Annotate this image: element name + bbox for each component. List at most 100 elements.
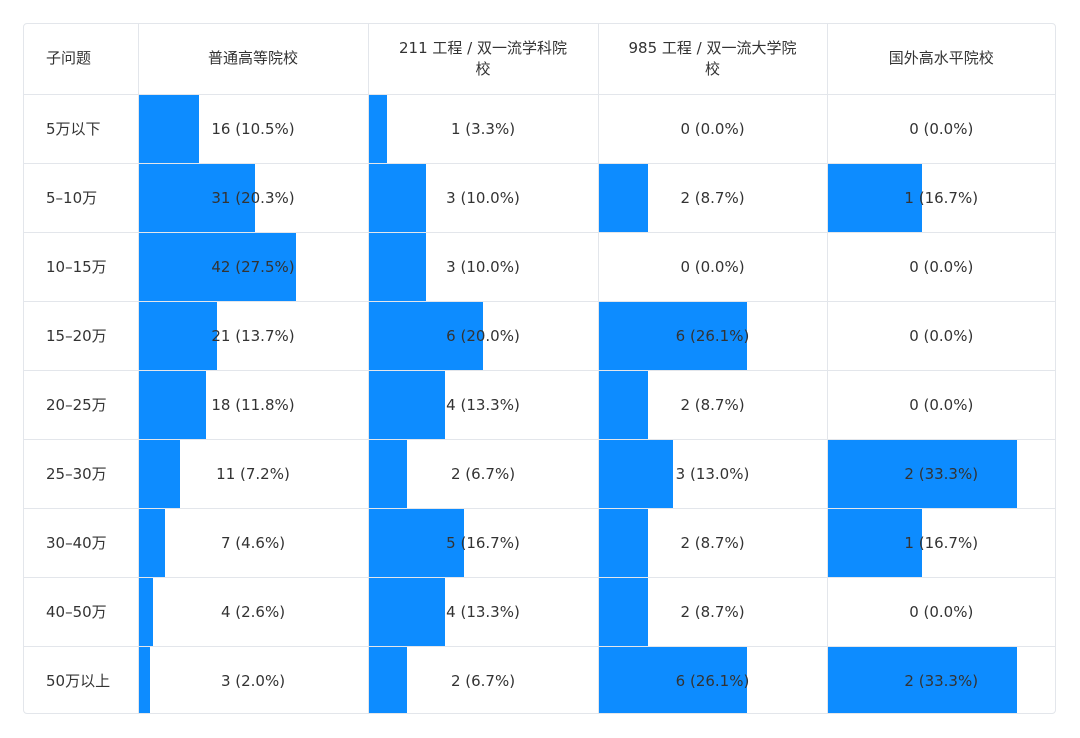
table-cell: 6 (20.0%) — [368, 301, 599, 371]
row-label: 40–50万 — [24, 577, 139, 647]
percent-bar — [138, 646, 150, 713]
percent-bar — [138, 163, 255, 232]
crosstab-table-card: 子问题 普通高等院校 211 工程 / 双一流学科院校 985 工程 / 双一流… — [23, 23, 1056, 714]
cell-value: 2 (33.3%) — [904, 671, 979, 690]
table-row: 20–25万 18 (11.8%) 4 (13.3%) 2 (8.7%) 0 (0.0%… — [24, 370, 1055, 440]
percent-bar — [598, 301, 748, 370]
table-row: 5万以下 16 (10.5%) 1 (3.3%) 0 (0.0%) 0 (0.0%) — [24, 94, 1055, 164]
percent-bar — [138, 508, 165, 577]
table-row: 40–50万 4 (2.6%) 4 (13.3%) 2 (8.7%) 0 (0.0%) — [24, 577, 1055, 647]
table-cell: 42 (27.5%) — [138, 232, 369, 302]
percent-bar — [138, 439, 180, 508]
percent-bar — [138, 232, 296, 301]
table-cell: 11 (7.2%) — [138, 439, 369, 509]
table-header: 子问题 普通高等院校 211 工程 / 双一流学科院校 985 工程 / 双一流… — [24, 24, 1055, 95]
table-cell: 2 (8.7%) — [598, 577, 828, 647]
cell-value: 7 (4.6%) — [220, 533, 286, 552]
crosstab-table: 子问题 普通高等院校 211 工程 / 双一流学科院校 985 工程 / 双一流… — [24, 24, 1055, 713]
table-cell: 0 (0.0%) — [598, 232, 828, 302]
table-cell: 0 (0.0%) — [598, 94, 828, 164]
table-cell: 0 (0.0%) — [827, 577, 1055, 647]
row-label: 20–25万 — [24, 370, 139, 440]
cell-value: 3 (10.0%) — [446, 257, 520, 276]
table-cell: 2 (6.7%) — [368, 646, 599, 713]
cell-value: 3 (13.0%) — [675, 464, 750, 483]
table-cell: 31 (20.3%) — [138, 163, 369, 233]
table-row: 25–30万 11 (7.2%) 2 (6.7%) 3 (13.0%) 2 (33.3%… — [24, 439, 1055, 509]
row-header-label: 子问题 — [24, 24, 139, 95]
percent-bar — [138, 370, 207, 439]
percent-bar — [138, 301, 217, 370]
table-cell: 3 (10.0%) — [368, 232, 599, 302]
table-row: 5–10万 31 (20.3%) 3 (10.0%) 2 (8.7%) 1 (16.7%… — [24, 163, 1055, 233]
cell-value: 2 (8.7%) — [680, 188, 745, 207]
table-cell: 2 (8.7%) — [598, 163, 828, 233]
cell-value: 6 (26.1%) — [675, 671, 750, 690]
row-label: 15–20万 — [24, 301, 139, 371]
table-row: 50万以上 3 (2.0%) 2 (6.7%) 6 (26.1%) 2 (33.3%) — [24, 646, 1055, 713]
cell-value: 31 (20.3%) — [211, 188, 295, 207]
cell-value: 4 (2.6%) — [220, 602, 286, 621]
percent-bar — [368, 646, 407, 713]
row-label: 10–15万 — [24, 232, 139, 302]
cell-value: 1 (16.7%) — [904, 188, 979, 207]
percent-bar — [827, 439, 1017, 508]
table-cell: 2 (6.7%) — [368, 439, 599, 509]
column-header: 211 工程 / 双一流学科院校 — [368, 24, 599, 95]
row-label: 25–30万 — [24, 439, 139, 509]
cell-value: 0 (0.0%) — [909, 395, 974, 414]
cell-value: 16 (10.5%) — [211, 119, 295, 138]
table-cell: 21 (13.7%) — [138, 301, 369, 371]
cell-value: 0 (0.0%) — [909, 257, 974, 276]
table-cell: 1 (16.7%) — [827, 508, 1055, 578]
table-body: 5万以下 16 (10.5%) 1 (3.3%) 0 (0.0%) 0 (0.0%) 5–… — [24, 94, 1055, 713]
cell-value: 3 (2.0%) — [220, 671, 286, 690]
column-header: 普通高等院校 — [138, 24, 369, 95]
percent-bar — [368, 370, 445, 439]
percent-bar — [598, 439, 673, 508]
row-label: 5万以下 — [24, 94, 139, 164]
table-cell: 7 (4.6%) — [138, 508, 369, 578]
cell-value: 11 (7.2%) — [216, 464, 290, 483]
table-cell: 5 (16.7%) — [368, 508, 599, 578]
percent-bar — [368, 508, 465, 577]
row-label: 5–10万 — [24, 163, 139, 233]
percent-bar — [138, 577, 154, 646]
cell-value: 2 (8.7%) — [680, 602, 745, 621]
table-cell: 3 (2.0%) — [138, 646, 369, 713]
percent-bar — [598, 508, 649, 577]
percent-bar — [598, 646, 748, 713]
table-cell: 4 (13.3%) — [368, 577, 599, 647]
table-cell: 6 (26.1%) — [598, 301, 828, 371]
table-cell: 0 (0.0%) — [827, 94, 1055, 164]
table-cell: 4 (13.3%) — [368, 370, 599, 440]
row-label: 50万以上 — [24, 646, 139, 713]
cell-value: 2 (8.7%) — [680, 395, 745, 414]
percent-bar — [368, 577, 445, 646]
cell-value: 18 (11.8%) — [211, 395, 295, 414]
cell-value: 0 (0.0%) — [909, 602, 974, 621]
cell-value: 4 (13.3%) — [446, 395, 520, 414]
percent-bar — [368, 232, 426, 301]
cell-value: 0 (0.0%) — [680, 257, 745, 276]
table-cell: 6 (26.1%) — [598, 646, 828, 713]
cell-value: 1 (16.7%) — [904, 533, 979, 552]
percent-bar — [827, 508, 923, 577]
cell-value: 6 (26.1%) — [675, 326, 750, 345]
cell-value: 4 (13.3%) — [446, 602, 520, 621]
percent-bar — [598, 163, 649, 232]
table-cell: 18 (11.8%) — [138, 370, 369, 440]
table-cell: 0 (0.0%) — [827, 370, 1055, 440]
cell-value: 6 (20.0%) — [446, 326, 520, 345]
column-header: 985 工程 / 双一流大学院校 — [598, 24, 828, 95]
table-row: 30–40万 7 (4.6%) 5 (16.7%) 2 (8.7%) 1 (16.7%) — [24, 508, 1055, 578]
cell-value: 5 (16.7%) — [446, 533, 520, 552]
cell-value: 0 (0.0%) — [909, 119, 974, 138]
table-cell: 2 (33.3%) — [827, 646, 1055, 713]
cell-value: 2 (6.7%) — [450, 671, 516, 690]
percent-bar — [138, 94, 199, 163]
table-row: 15–20万 21 (13.7%) 6 (20.0%) 6 (26.1%) 0 (0.0… — [24, 301, 1055, 371]
table-cell: 2 (33.3%) — [827, 439, 1055, 509]
table-cell: 1 (16.7%) — [827, 163, 1055, 233]
table-cell: 2 (8.7%) — [598, 370, 828, 440]
